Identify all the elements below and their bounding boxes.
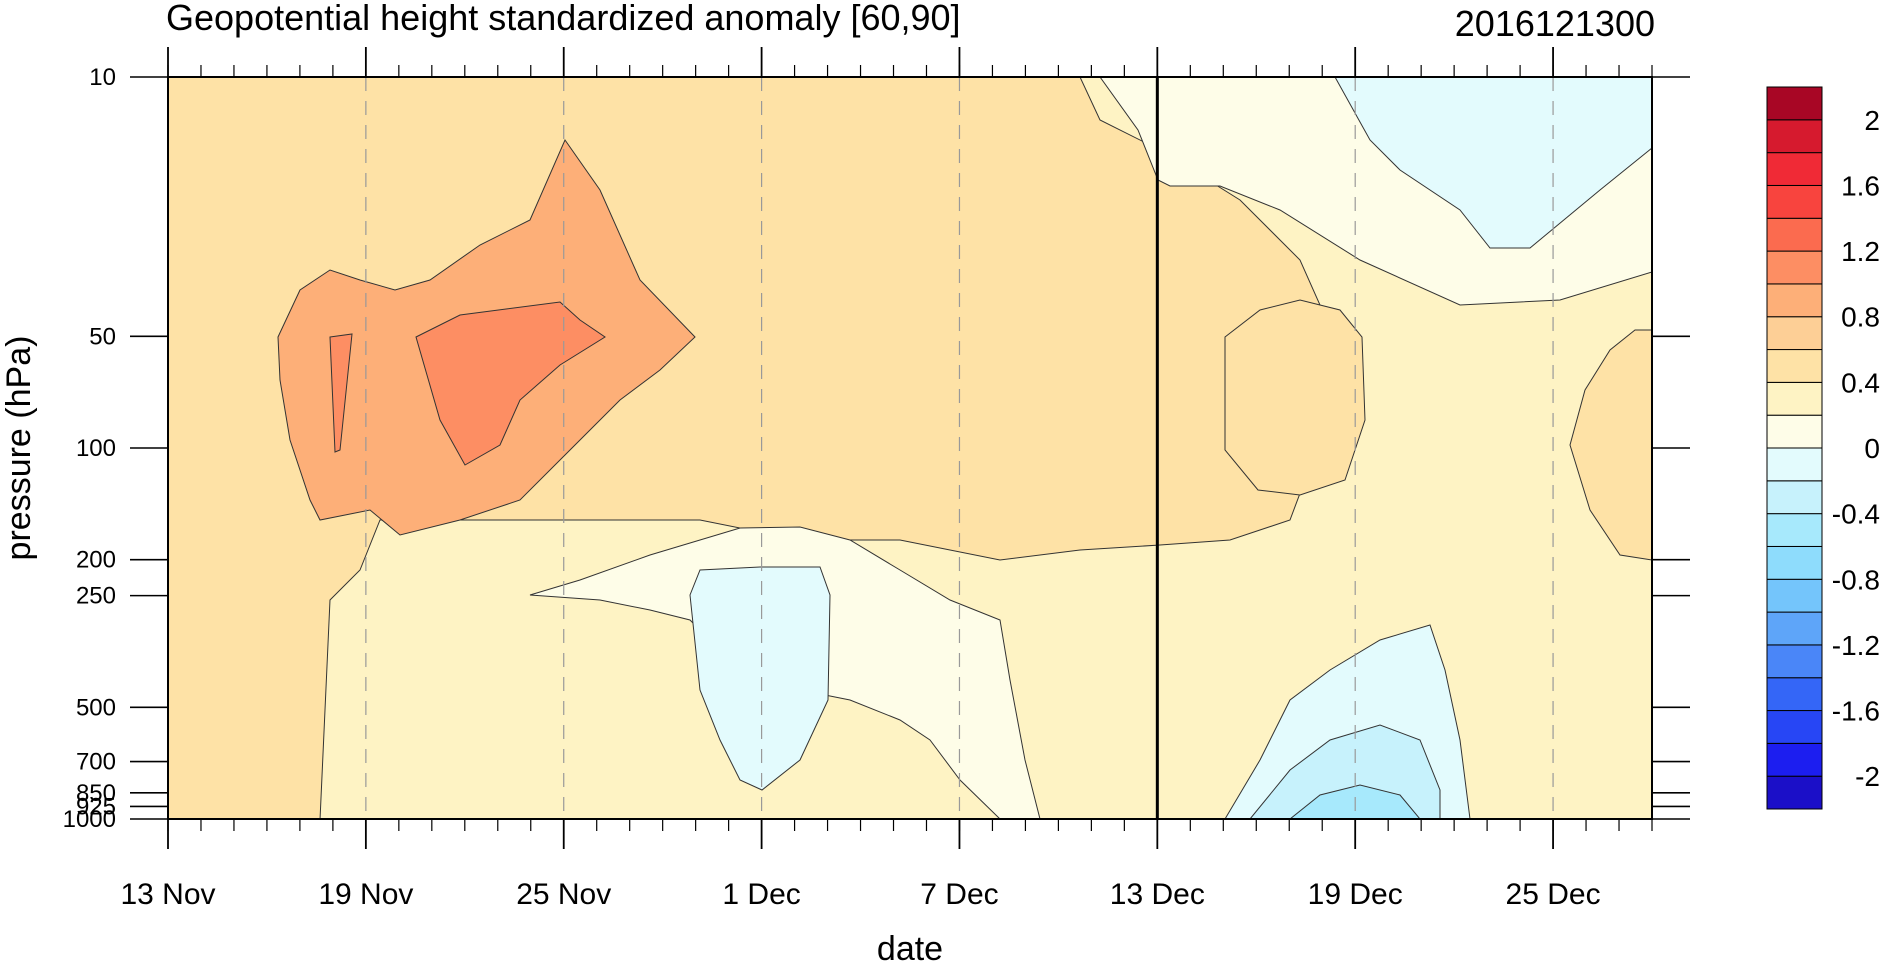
y-tick-label: 925 xyxy=(76,793,116,820)
colorbar-swatch xyxy=(1766,677,1823,712)
y-tick-label: 50 xyxy=(89,323,116,350)
chart-date-label: 2016121300 xyxy=(1455,3,1655,44)
colorbar-swatch xyxy=(1766,381,1823,416)
x-tick-label: 25 Dec xyxy=(1506,878,1601,911)
colorbar-swatch xyxy=(1766,545,1823,580)
x-tick-label: 19 Dec xyxy=(1308,878,1403,911)
contour-regions xyxy=(168,77,1652,819)
x-tick-label: 7 Dec xyxy=(920,878,998,911)
region-late-blob xyxy=(1224,299,1366,496)
x-axis-ticks: 13 Nov 19 Nov 25 Nov 1 Dec 7 Dec 13 Dec 19 Dec… xyxy=(120,47,1653,911)
colorbar-swatch xyxy=(1766,184,1823,219)
y-tick-label: 10 xyxy=(89,64,116,91)
colorbar-swatch xyxy=(1766,742,1823,777)
y-tick-label: 1000 xyxy=(63,806,116,833)
colorbar-label: 0 xyxy=(1864,433,1880,464)
x-axis-label: date xyxy=(877,930,943,963)
y-tick-label: 700 xyxy=(76,749,116,776)
colorbar-swatch xyxy=(1766,250,1823,285)
region-neg-center xyxy=(689,566,831,791)
colorbar-swatch xyxy=(1766,316,1823,351)
colorbar-label: 1.2 xyxy=(1841,236,1880,267)
colorbar-swatch xyxy=(1766,283,1823,318)
colorbar-swatch xyxy=(1766,578,1823,613)
colorbar-label: 2 xyxy=(1864,105,1880,136)
colorbar-swatch xyxy=(1766,414,1823,449)
y-tick-label: 850 xyxy=(76,780,116,807)
colorbar-swatch xyxy=(1766,611,1823,646)
y-tick-label: 100 xyxy=(76,435,116,462)
x-tick-label: 13 Nov xyxy=(120,878,215,911)
colorbar-label: 0.4 xyxy=(1841,367,1880,398)
colorbar-swatch xyxy=(1766,152,1823,186)
x-tick-label: 19 Nov xyxy=(318,878,413,911)
x-tick-label: 1 Dec xyxy=(722,878,800,911)
colorbar-swatch xyxy=(1766,513,1823,547)
colorbar-label: -1.6 xyxy=(1832,696,1880,727)
x-tick-label: 25 Nov xyxy=(516,878,611,911)
chart-title: Geopotential height standardized anomaly… xyxy=(166,0,961,38)
y-tick-label: 500 xyxy=(76,694,116,721)
region-core-left xyxy=(329,333,353,453)
colorbar-label: -0.4 xyxy=(1832,499,1880,530)
colorbar-swatch xyxy=(1766,119,1823,154)
colorbar-swatch xyxy=(1766,480,1823,515)
colorbar-label: -2 xyxy=(1855,761,1880,792)
y-tick-label: 200 xyxy=(76,547,116,574)
colorbar-swatch xyxy=(1766,349,1823,383)
colorbar-swatch xyxy=(1766,86,1823,121)
colorbar-label: 1.6 xyxy=(1841,170,1880,201)
colorbar-swatch xyxy=(1766,644,1823,679)
colorbar-swatch xyxy=(1766,775,1823,810)
colorbar-swatch xyxy=(1766,710,1823,744)
region-right-edge-blob xyxy=(1569,329,1652,561)
colorbar: 2 1.6 1.2 0.8 0.4 0 -0.4 -0.8 -1.2 -1.6 -2 xyxy=(1766,86,1880,810)
region-upper-late-neg xyxy=(1334,77,1652,249)
colorbar-label: -1.2 xyxy=(1832,630,1880,661)
y-tick-label: 250 xyxy=(76,583,116,610)
y-axis-label: pressure (hPa) xyxy=(0,336,38,561)
colorbar-label: -0.8 xyxy=(1832,564,1880,595)
colorbar-label: 0.8 xyxy=(1841,302,1880,333)
region-core-right xyxy=(415,301,606,466)
colorbar-swatch xyxy=(1766,447,1823,482)
x-tick-label: 13 Dec xyxy=(1110,878,1205,911)
colorbar-swatch xyxy=(1766,217,1823,252)
